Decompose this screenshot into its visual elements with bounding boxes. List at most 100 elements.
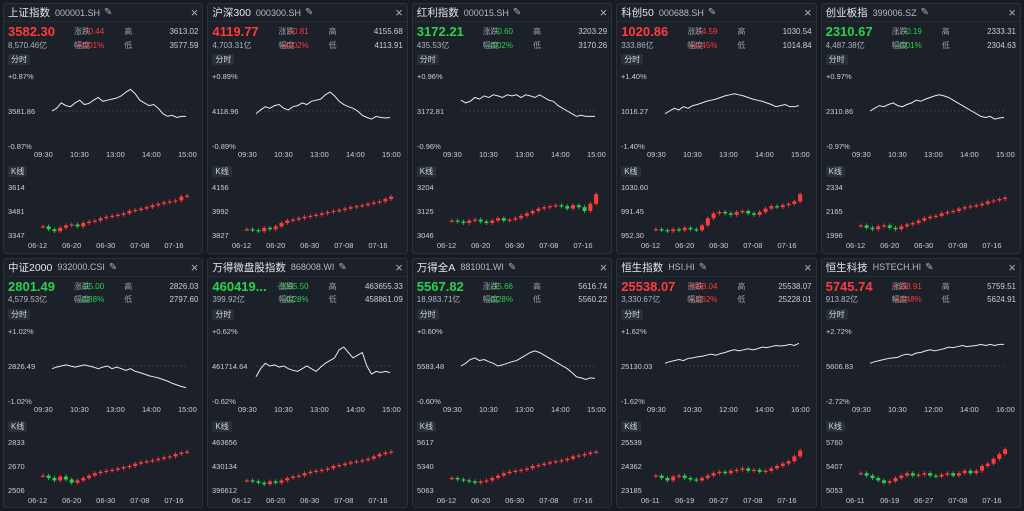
high-value: 2826.03 — [169, 281, 199, 291]
index-panel[interactable]: 恒生指数 HSI.HI ✎ × 25538.07 涨跌 +408.04 高 25538.07 3,… — [616, 257, 817, 508]
kline-tab[interactable]: K线 — [825, 420, 845, 432]
kline-tab[interactable]: K线 — [825, 166, 845, 177]
kline-candle — [869, 227, 875, 230]
intraday-time-label: 10:30 — [479, 405, 498, 414]
change-value: -0.19 — [903, 27, 922, 36]
edit-icon[interactable]: ✎ — [304, 7, 314, 18]
low-value: 2304.63 — [987, 40, 1016, 50]
index-panel[interactable]: 创业板指 399006.SZ ✎ × 2310.67 涨跌 -0.19 高 2333.31 4,4… — [820, 3, 1021, 254]
current-price: 5567.82 — [416, 278, 464, 294]
kline-date-label: 07-08 — [335, 241, 354, 250]
close-icon[interactable]: × — [1008, 259, 1016, 275]
intraday-tab[interactable]: 分时 — [621, 54, 644, 65]
index-panel[interactable]: 万得微盘股指数 868008.WI ✎ × 460419... 涨跌 -1295.50 高 46… — [207, 257, 408, 508]
intraday-tab[interactable]: 分时 — [621, 308, 644, 320]
kline-candle — [786, 460, 791, 464]
intraday-tab[interactable]: 分时 — [416, 54, 439, 65]
index-panel[interactable]: 中证2000 932000.CSI ✎ × 2801.49 涨跌 -25.00 高 2826.0… — [3, 257, 204, 508]
index-panel[interactable]: 恒生科技 HSTECH.HI ✎ × 5745.74 涨跌 +138.91 高 5759.51 9… — [820, 257, 1021, 508]
edit-icon[interactable]: ✎ — [707, 7, 717, 18]
kline-candle — [939, 213, 944, 216]
kline-candle — [740, 467, 745, 470]
index-panel[interactable]: 沪深300 000300.SH ✎ × 4119.77 涨跌 +0.81 高 4155.68 4,… — [207, 3, 408, 254]
close-icon[interactable]: × — [395, 259, 403, 275]
intraday-time-label: 09:30 — [852, 405, 871, 414]
kline-candle — [893, 477, 898, 481]
current-price: 2310.67 — [825, 24, 873, 39]
index-panel[interactable]: 科创50 000688.SH ✎ × 1020.86 涨跌 +4.59 高 1030.54 333… — [616, 3, 817, 254]
kline-tab[interactable]: K线 — [8, 420, 28, 432]
kline-candle — [58, 227, 63, 232]
quote-block: 1020.86 涨跌 +4.59 高 1030.54 333.86亿 幅度 +0.45% 低 10… — [617, 22, 815, 51]
edit-icon[interactable]: ✎ — [507, 261, 517, 273]
edit-icon[interactable]: ✎ — [104, 7, 113, 18]
index-panel[interactable]: 红利指数 000015.SH ✎ × 3172.21 涨跌 -0.60 高 3203.29 435… — [411, 3, 613, 254]
turnover-value: 399.92亿 — [212, 295, 245, 304]
kline-candle — [501, 472, 506, 476]
kline-candle — [127, 211, 132, 214]
kline-tab[interactable]: K线 — [416, 166, 437, 177]
kline-candle — [69, 478, 74, 483]
close-icon[interactable]: × — [1008, 5, 1016, 20]
intraday-tab[interactable]: 分时 — [8, 308, 30, 320]
kline-candle — [979, 203, 984, 206]
close-icon[interactable]: × — [599, 259, 608, 275]
kline-candle — [110, 469, 115, 471]
intraday-tab[interactable]: 分时 — [8, 54, 30, 65]
kline-candle — [939, 474, 944, 477]
close-icon[interactable]: × — [190, 5, 199, 20]
kline-candle — [682, 475, 687, 478]
edit-icon[interactable]: ✎ — [925, 261, 934, 273]
kline-tab[interactable]: K线 — [212, 166, 232, 177]
kline-candle — [326, 211, 331, 214]
close-icon[interactable]: × — [395, 5, 403, 20]
edit-icon[interactable]: ✎ — [108, 261, 118, 273]
close-icon[interactable]: × — [804, 5, 812, 20]
close-icon[interactable]: × — [190, 259, 199, 275]
close-icon[interactable]: × — [804, 259, 812, 275]
index-panel[interactable]: 上证指数 000001.SH ✎ × 3582.30 涨跌 +0.44 高 3613.02 8,5… — [3, 3, 204, 254]
kline-date-label: 07-16 — [778, 496, 797, 505]
intraday-time-label: 14:00 — [755, 405, 774, 414]
kline-candle — [996, 453, 1001, 459]
high-value: 3203.29 — [578, 27, 608, 36]
edit-icon[interactable]: ✎ — [512, 7, 522, 18]
kline-candle — [173, 200, 178, 202]
kline-candle — [677, 475, 682, 477]
edit-icon[interactable]: ✎ — [338, 261, 347, 273]
intraday-tab[interactable]: 分时 — [212, 308, 235, 320]
index-panel[interactable]: 万得全A 881001.WI ✎ × 5567.82 涨跌 -15.66 高 5616.74 18… — [411, 257, 613, 508]
kline-tab[interactable]: K线 — [8, 166, 28, 177]
intraday-tab[interactable]: 分时 — [416, 308, 439, 320]
intraday-time-label: 15:00 — [791, 150, 810, 159]
edit-icon[interactable]: ✎ — [698, 261, 708, 273]
kline-axis-label: 5760 — [826, 438, 843, 447]
kline-date-label: 07-08 — [539, 496, 558, 505]
kline-candle — [466, 479, 472, 482]
kline-tab[interactable]: K线 — [621, 420, 641, 432]
kline-candle — [780, 205, 786, 208]
kline-candle — [326, 467, 331, 470]
kline-candle — [757, 469, 762, 472]
turnover-value: 435.53亿 — [416, 40, 450, 50]
kline-tab[interactable]: K线 — [621, 166, 641, 177]
kline-candle — [752, 213, 757, 215]
kline-tab[interactable]: K线 — [416, 420, 437, 432]
kline-candle — [677, 229, 682, 231]
edit-icon[interactable]: ✎ — [920, 7, 930, 18]
kline-candle — [536, 208, 541, 211]
intraday-tab[interactable]: 分时 — [212, 54, 235, 65]
high-label: 高 — [941, 27, 950, 36]
kline-candle — [63, 225, 68, 228]
close-icon[interactable]: × — [599, 5, 608, 20]
kline-candle — [366, 203, 371, 206]
kline-tab[interactable]: K线 — [212, 420, 232, 432]
pct-label: 幅度 — [74, 40, 90, 50]
intraday-time-label: 15:00 — [587, 405, 606, 414]
intraday-chart: +1.02% 2826.49 -1.02%09:30 10:30 13:00 14:00 1… — [8, 327, 197, 414]
kline-date-label: 06-20 — [62, 496, 81, 505]
kline-candle — [256, 230, 261, 232]
intraday-tab[interactable]: 分时 — [825, 308, 848, 320]
intraday-tab[interactable]: 分时 — [825, 54, 848, 65]
